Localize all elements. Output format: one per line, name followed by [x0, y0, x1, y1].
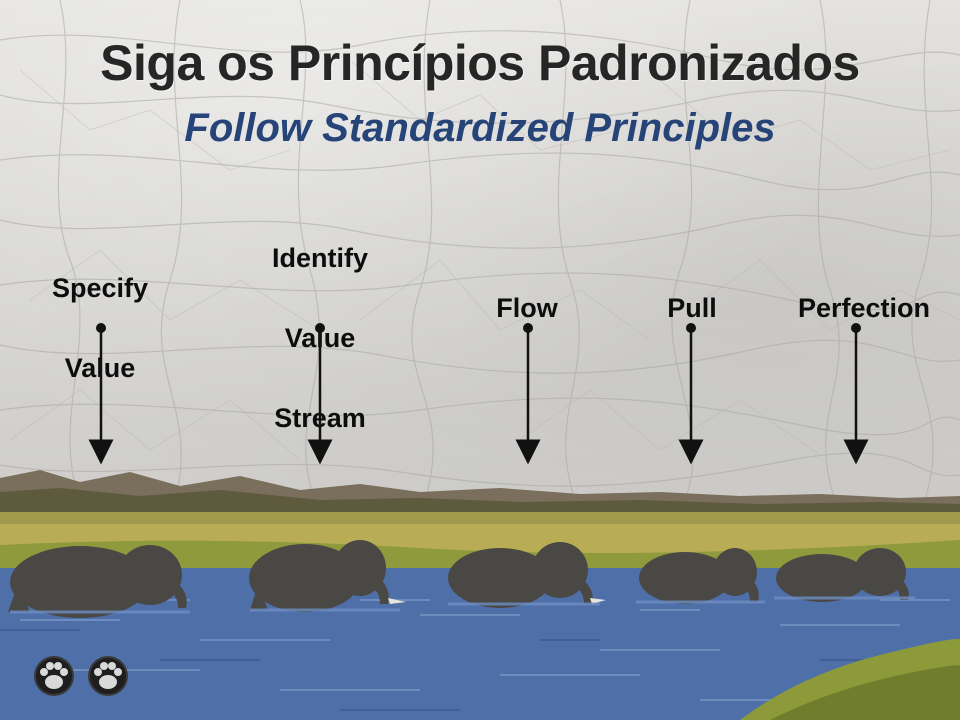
arrow-down-icon	[678, 323, 704, 465]
elephants	[8, 540, 909, 618]
arrow-down-icon	[88, 323, 114, 465]
elephant	[448, 542, 606, 608]
arrow-down-icon	[843, 323, 869, 465]
bushes	[0, 488, 960, 515]
principle-label-line: Perfection	[797, 293, 931, 323]
principle-label-line: Specify	[51, 273, 149, 303]
principle-perfection: Perfection	[780, 248, 948, 368]
paw-icon[interactable]	[87, 655, 129, 697]
elephant	[249, 540, 406, 612]
elephant	[8, 545, 187, 618]
principle-label-line: Identify	[271, 243, 368, 273]
arrow-down-icon	[515, 323, 541, 465]
principle-label-line: Flow	[496, 293, 558, 323]
elephant-skin-background	[0, 0, 960, 500]
elephant	[639, 548, 759, 604]
principle-flow: Flow	[462, 248, 592, 368]
skin-texture	[0, 0, 960, 500]
paw-icon[interactable]	[33, 655, 75, 697]
principle-label-line: Pull	[667, 293, 717, 323]
arrow-down-icon	[307, 323, 333, 465]
elephant	[776, 548, 909, 602]
principle-specify-value: Specify Value	[30, 228, 170, 428]
page-title: Siga os Princípios Padronizados	[100, 35, 860, 91]
principle-pull: Pull	[627, 248, 757, 368]
page-subtitle: Follow Standardized Principles	[184, 106, 776, 150]
